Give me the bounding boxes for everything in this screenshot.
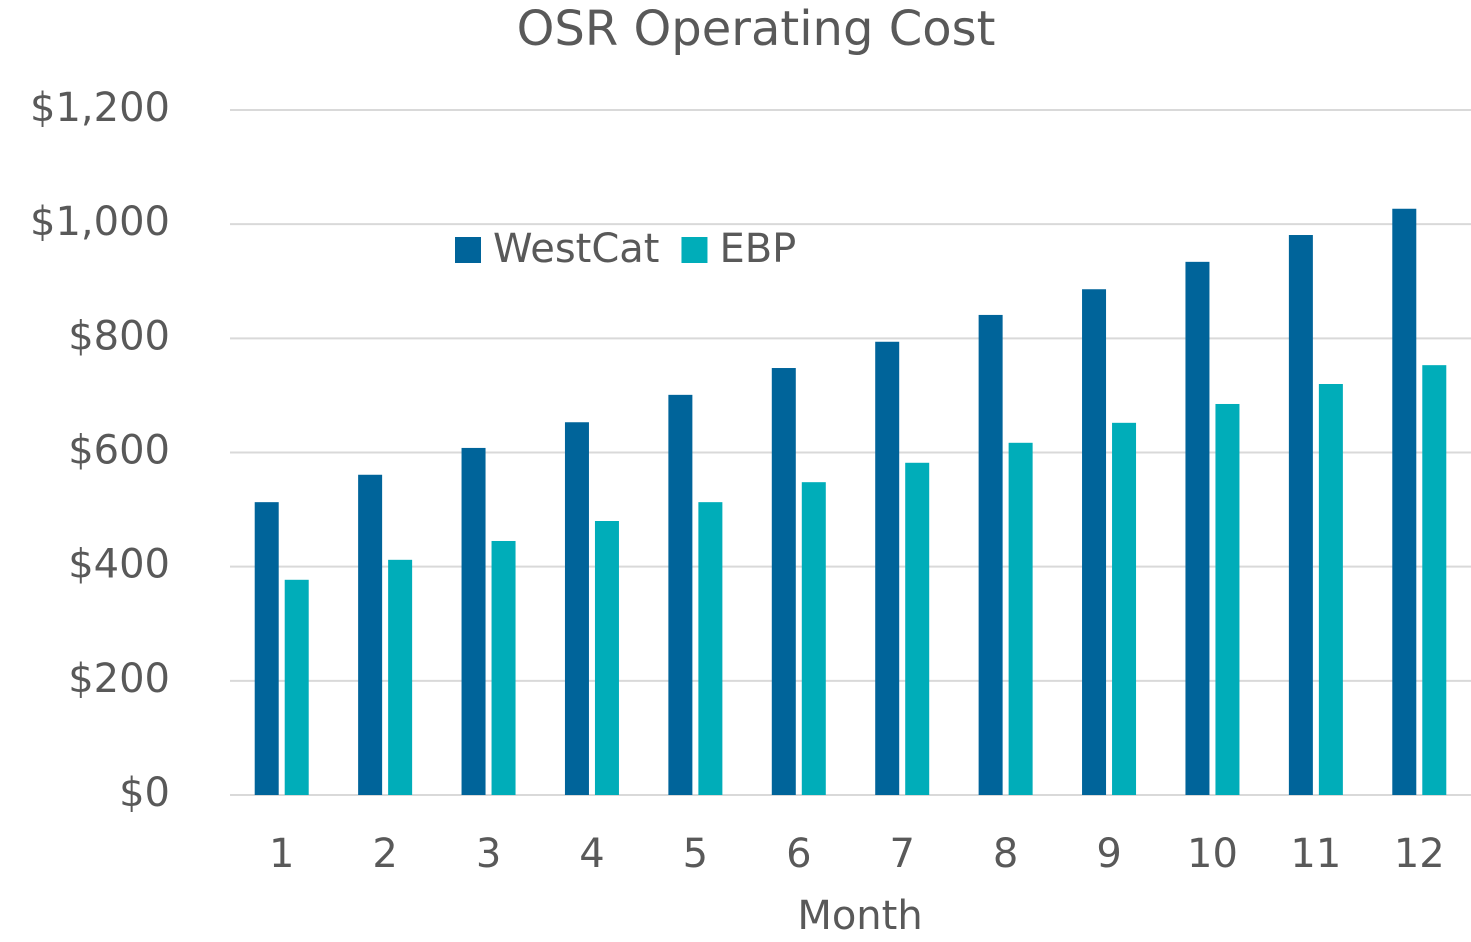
bar: [1082, 289, 1107, 795]
y-tick-label: $600: [68, 428, 170, 474]
y-tick-label: $800: [68, 313, 170, 359]
legend-label: EBP: [719, 226, 796, 272]
bar: [491, 540, 516, 795]
bar: [461, 447, 486, 795]
bar: [1112, 422, 1137, 795]
bar: [564, 422, 589, 795]
bar: [1185, 261, 1210, 795]
bar: [875, 341, 900, 795]
x-tick-label: 8: [993, 831, 1018, 877]
bar: [254, 502, 279, 795]
bar: [388, 559, 413, 795]
x-tick-label: 3: [476, 831, 501, 877]
bar: [1318, 384, 1343, 795]
bar: [1392, 208, 1417, 796]
chart-title: OSR Operating Cost: [517, 1, 996, 57]
x-tick-label: 10: [1187, 831, 1238, 877]
bar: [771, 368, 796, 795]
x-axis-title: Month: [797, 893, 922, 939]
bar: [1422, 365, 1447, 795]
x-tick-label: 1: [269, 831, 294, 877]
x-tick-label: 5: [683, 831, 708, 877]
bar: [978, 314, 1003, 795]
x-tick-label: 11: [1290, 831, 1341, 877]
x-tick-label: 6: [786, 831, 811, 877]
x-tick-label: 12: [1394, 831, 1445, 877]
legend-swatch: [681, 237, 708, 263]
x-tick-label: 9: [1096, 831, 1121, 877]
x-tick-label: 7: [889, 831, 914, 877]
bar: [905, 462, 930, 795]
bar: [668, 394, 693, 795]
x-tick-label: 2: [372, 831, 397, 877]
y-tick-label: $0: [119, 770, 170, 816]
x-tick-label: 4: [579, 831, 604, 877]
bar: [358, 474, 383, 795]
bar: [698, 502, 723, 795]
y-tick-label: $1,200: [30, 85, 170, 131]
legend-swatch: [455, 237, 481, 263]
bar: [1288, 235, 1313, 795]
y-tick-label: $200: [68, 656, 170, 702]
bar: [1215, 403, 1240, 795]
bar: [594, 521, 619, 795]
bar: [1008, 442, 1033, 795]
legend-label: WestCat: [493, 226, 659, 272]
y-tick-label: $1,000: [30, 199, 170, 245]
bar: [284, 579, 309, 795]
bar: [801, 482, 826, 795]
y-tick-label: $400: [68, 542, 170, 588]
